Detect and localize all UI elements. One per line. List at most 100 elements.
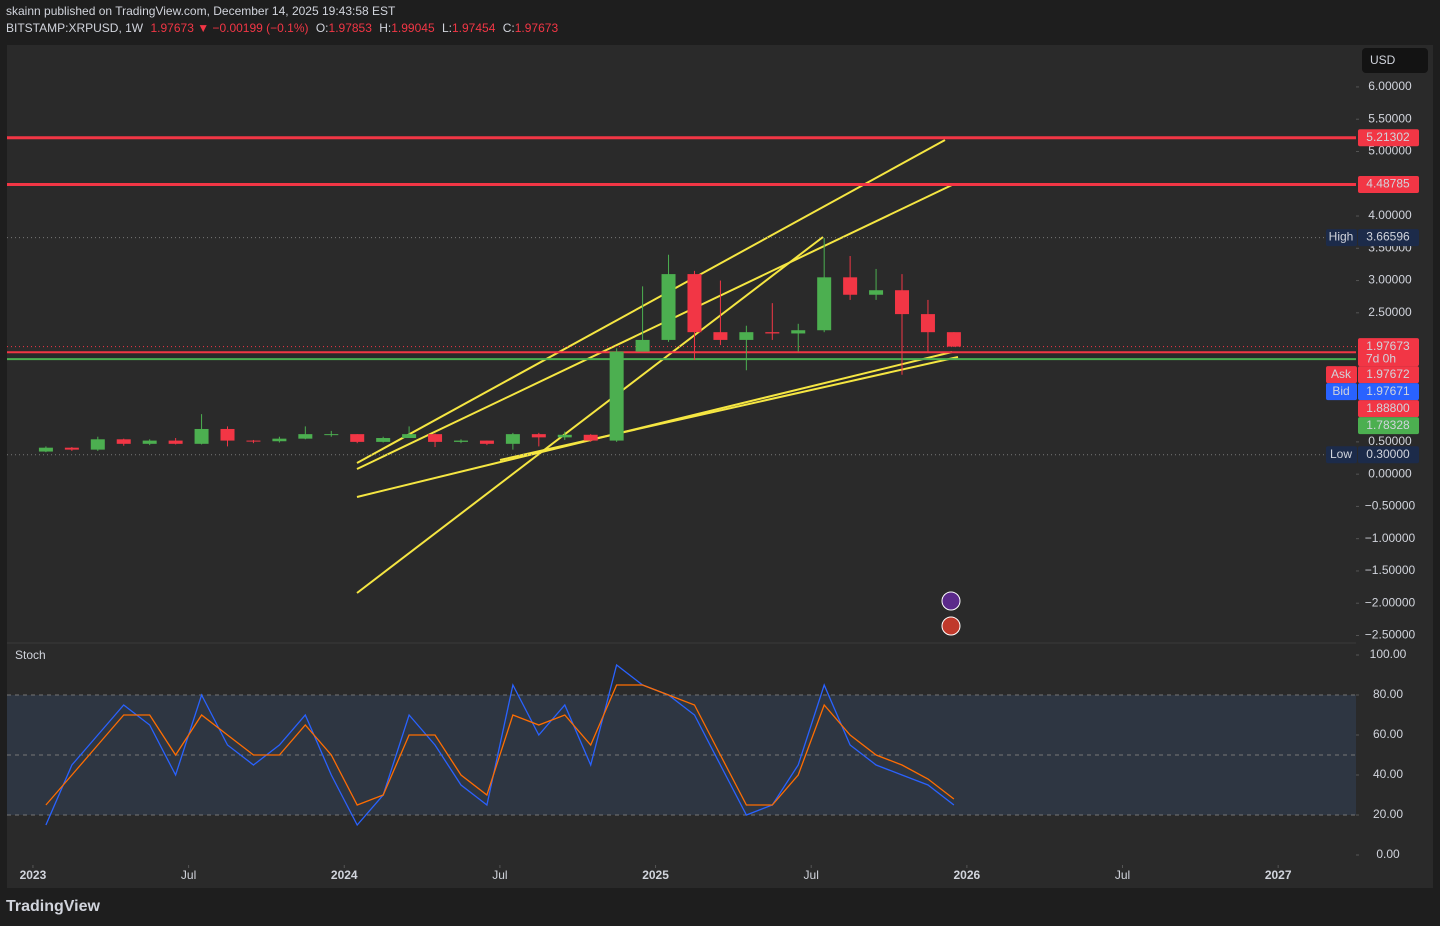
price-tag-box <box>1326 366 1357 384</box>
candle-body <box>505 434 520 444</box>
x-tick-label: Jul <box>1115 868 1130 882</box>
y-tick-label: −1.50000 <box>1365 563 1416 577</box>
candle-body <box>246 440 261 442</box>
y-tick-label: 20.00 <box>1373 807 1403 821</box>
price-label-box <box>1358 229 1419 247</box>
h-label: H: <box>379 21 391 35</box>
price-label-box <box>1358 400 1419 418</box>
symbol-line: BITSTAMP:XRPUSD, 1W 1.97673 ▼ −0.00199 (… <box>6 21 558 35</box>
c-label: C: <box>503 21 515 35</box>
last: 1.97673 <box>150 21 194 35</box>
currency-label[interactable]: USD <box>1370 53 1396 67</box>
candle-body <box>38 447 53 452</box>
price-label-box <box>1358 446 1419 464</box>
price-label: 0.30000 <box>1366 447 1410 461</box>
currency-button[interactable] <box>1362 48 1428 73</box>
candle-body <box>635 339 650 352</box>
price-tag-box <box>1326 229 1357 247</box>
trend-line <box>356 184 953 470</box>
price-tag: Low <box>1330 447 1352 461</box>
footer-logo: TradingView <box>6 898 101 915</box>
candle-body <box>687 274 702 333</box>
y-tick-label: 5.50000 <box>1368 111 1412 125</box>
candle-body <box>428 434 443 442</box>
price-tag-box <box>1326 446 1357 464</box>
y-tick-label: 0.00000 <box>1368 466 1412 480</box>
price-label: 1.97672 <box>1366 367 1410 381</box>
price-label: 1.88800 <box>1366 401 1410 415</box>
candle-body <box>402 434 417 439</box>
price-label: 1.97671 <box>1366 384 1410 398</box>
candle-body <box>350 434 365 442</box>
trend-line <box>499 356 959 461</box>
price-label: 1.97673 <box>1366 339 1410 353</box>
price-tag: High <box>1329 230 1354 244</box>
candle-body <box>376 438 391 442</box>
candle-body <box>194 428 209 444</box>
candle-body <box>817 277 832 331</box>
price-label-box <box>1358 338 1419 367</box>
trend-line <box>356 236 824 594</box>
trend-lines <box>356 139 959 594</box>
o-label: O: <box>316 21 329 35</box>
price-label: 5.21302 <box>1366 130 1410 144</box>
price-tag: Bid <box>1332 384 1349 398</box>
x-tick-label: Jul <box>492 868 507 882</box>
y-tick-label: 100.00 <box>1370 647 1407 661</box>
y-tick-label: 6.00000 <box>1368 79 1412 93</box>
candle-body <box>220 428 235 441</box>
x-tick-label: 2024 <box>331 868 358 882</box>
candle-body <box>609 351 624 441</box>
l-label: L: <box>442 21 452 35</box>
price-label-box <box>1358 129 1419 147</box>
y-tick-label: −2.50000 <box>1365 628 1416 642</box>
y-tick-label: 4.00000 <box>1368 208 1412 222</box>
y-tick-label: 3.00000 <box>1368 273 1412 287</box>
y-tick-label: 2.50000 <box>1368 305 1412 319</box>
x-tick-label: 2026 <box>954 868 981 882</box>
price-tag: Ask <box>1331 367 1352 381</box>
x-tick-label: 2025 <box>642 868 669 882</box>
y-tick-label: 60.00 <box>1373 727 1403 741</box>
candle-body <box>116 439 131 444</box>
stoch-line <box>45 684 955 806</box>
candle-body <box>791 330 806 334</box>
x-tick-label: 2023 <box>20 868 47 882</box>
candle-body <box>946 332 961 347</box>
o: 1.97853 <box>329 21 373 35</box>
candle-body <box>272 438 287 442</box>
candle-body <box>557 434 572 438</box>
y-tick-label: 5.00000 <box>1368 144 1412 158</box>
candle-body <box>713 332 728 340</box>
candle-body <box>324 434 339 436</box>
flag-icon[interactable] <box>941 616 961 636</box>
y-tick-label: 0.50000 <box>1368 434 1412 448</box>
candle-body <box>453 440 468 442</box>
y-tick-label: −0.50000 <box>1365 499 1416 513</box>
candle-body <box>843 277 858 295</box>
change: ▼ −0.00199 (−0.1%) <box>197 21 308 35</box>
x-tick-label: Jul <box>181 868 196 882</box>
l: 1.97454 <box>452 21 496 35</box>
price-label: 4.48785 <box>1366 177 1410 191</box>
price-label-note: 7d 0h <box>1366 351 1396 365</box>
price-tag-box <box>1326 383 1357 401</box>
y-tick-label: 0.00 <box>1376 847 1400 861</box>
candle-body <box>583 434 598 441</box>
price-label-box <box>1358 383 1419 401</box>
price-label: 3.66596 <box>1366 230 1410 244</box>
symbol: BITSTAMP:XRPUSD, 1W <box>6 21 144 35</box>
event-icon[interactable] <box>941 591 961 611</box>
candle-body <box>298 434 313 439</box>
price-label-box <box>1358 417 1419 435</box>
publisher: skainn published on TradingView.com, Dec… <box>6 4 396 18</box>
x-tick-label: Jul <box>804 868 819 882</box>
candle-body <box>168 440 183 444</box>
candle-body <box>531 434 546 438</box>
candle-body <box>739 332 754 340</box>
candle-body <box>895 290 910 315</box>
c: 1.97673 <box>515 21 559 35</box>
candle-body <box>142 440 157 444</box>
stoch-title: Stoch <box>15 648 46 662</box>
